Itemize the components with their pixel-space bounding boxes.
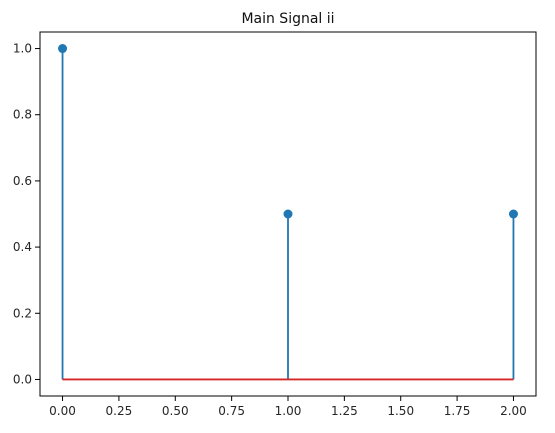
- x-tick-label: 1.50: [387, 404, 414, 418]
- x-tick-label: 0.50: [162, 404, 189, 418]
- stem-marker: [508, 209, 518, 219]
- x-tick-label: 2.00: [500, 404, 527, 418]
- y-tick-label: 0.2: [13, 306, 32, 320]
- y-tick-label: 0.6: [13, 174, 32, 188]
- x-tick-label: 0.00: [49, 404, 76, 418]
- stem-marker: [283, 209, 293, 219]
- x-tick-label: 0.75: [218, 404, 245, 418]
- y-tick-label: 0.4: [13, 240, 32, 254]
- x-tick-label: 1.00: [275, 404, 302, 418]
- series-layer: [58, 44, 518, 381]
- x-tick-label: 0.25: [106, 404, 133, 418]
- stem-marker: [58, 44, 68, 54]
- y-tick-label: 1.0: [13, 42, 32, 56]
- x-tick-label: 1.25: [331, 404, 358, 418]
- x-tick-label: 1.75: [444, 404, 471, 418]
- y-axis: 0.0 0.2 0.4 0.6 0.8 1.0: [13, 42, 40, 386]
- y-tick-label: 0.0: [13, 372, 32, 386]
- y-tick-label: 0.8: [13, 108, 32, 122]
- x-axis: 0.00 0.25 0.50 0.75 1.00 1.25 1.50 1.75 2.00: [49, 396, 527, 418]
- chart-title: Main Signal ii: [241, 11, 334, 27]
